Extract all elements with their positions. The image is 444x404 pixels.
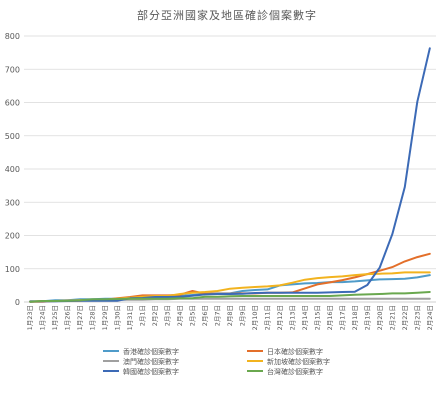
x-tick-label: 1月30日 [114, 305, 122, 330]
legend-label: 澳門確診個案數字 [123, 357, 179, 366]
legend-label: 新加坡確診個案數字 [267, 357, 330, 366]
legend-label: 台灣確診個案數字 [267, 367, 323, 376]
x-tick-label: 2月1日 [139, 305, 147, 326]
y-tick-label: 800 [5, 32, 20, 41]
x-tick-label: 2月17日 [338, 305, 346, 330]
x-tick-label: 2月6日 [201, 305, 209, 326]
y-tick-label: 100 [5, 265, 20, 274]
x-tick-label: 2月10日 [251, 305, 259, 330]
x-tick-label: 2月8日 [226, 305, 234, 326]
x-tick-label: 2月22日 [401, 305, 409, 330]
x-tick-label: 2月24日 [426, 305, 434, 330]
x-axis-tick-labels: 1月23日 1月24日 1月25日 1月26日 1月27日 1月28日 1月29日 1月30日… [26, 305, 434, 330]
y-tick-label: 400 [5, 165, 20, 174]
gridlines [24, 35, 436, 303]
x-tick-label: 2月21日 [388, 305, 396, 330]
x-tick-label: 2月18日 [351, 305, 359, 330]
series-lines [29, 47, 431, 303]
x-tick-label: 2月16日 [326, 305, 334, 330]
x-tick-label: 2月2日 [151, 305, 159, 326]
y-tick-label: 200 [5, 232, 20, 241]
chart-title: 部分亞洲國家及地區確診個案數字 [137, 8, 317, 22]
legend-label: 日本確診個案數字 [267, 347, 323, 356]
series-line-5 [29, 47, 431, 303]
x-tick-label: 1月31日 [126, 305, 134, 330]
x-tick-label: 1月28日 [89, 305, 97, 330]
x-tick-label: 2月9日 [238, 305, 246, 326]
legend-label: 香港確診個案數字 [123, 347, 179, 356]
x-tick-label: 2月12日 [276, 305, 284, 330]
x-tick-label: 2月11日 [263, 305, 271, 330]
x-tick-label: 2月19日 [363, 305, 371, 330]
y-tick-label: 300 [5, 198, 20, 207]
x-tick-label: 2月13日 [288, 305, 296, 330]
y-tick-label: 500 [5, 132, 20, 141]
y-tick-label: 600 [5, 99, 20, 108]
legend-label: 韓國確診個案數字 [123, 367, 179, 376]
x-tick-label: 1月25日 [51, 305, 59, 330]
x-tick-label: 1月23日 [26, 305, 34, 330]
x-tick-label: 2月15日 [313, 305, 321, 330]
y-tick-label: 0 [15, 298, 20, 307]
y-tick-label: 700 [5, 65, 20, 74]
series-line-6 [29, 291, 431, 303]
x-tick-label: 2月3日 [164, 305, 172, 326]
x-tick-label: 1月24日 [39, 305, 47, 330]
x-tick-label: 1月29日 [101, 305, 109, 330]
x-tick-label: 2月14日 [301, 305, 309, 330]
x-tick-label: 1月27日 [76, 305, 84, 330]
x-tick-label: 2月4日 [176, 305, 184, 326]
x-tick-label: 2月23日 [413, 305, 421, 330]
x-tick-label: 2月7日 [214, 305, 222, 326]
x-tick-label: 1月26日 [64, 305, 72, 330]
x-tick-label: 2月20日 [376, 305, 384, 330]
y-axis-tick-labels: 0 100 200 300 400 500 600 700 800 [5, 32, 20, 307]
x-tick-label: 2月5日 [189, 305, 197, 326]
